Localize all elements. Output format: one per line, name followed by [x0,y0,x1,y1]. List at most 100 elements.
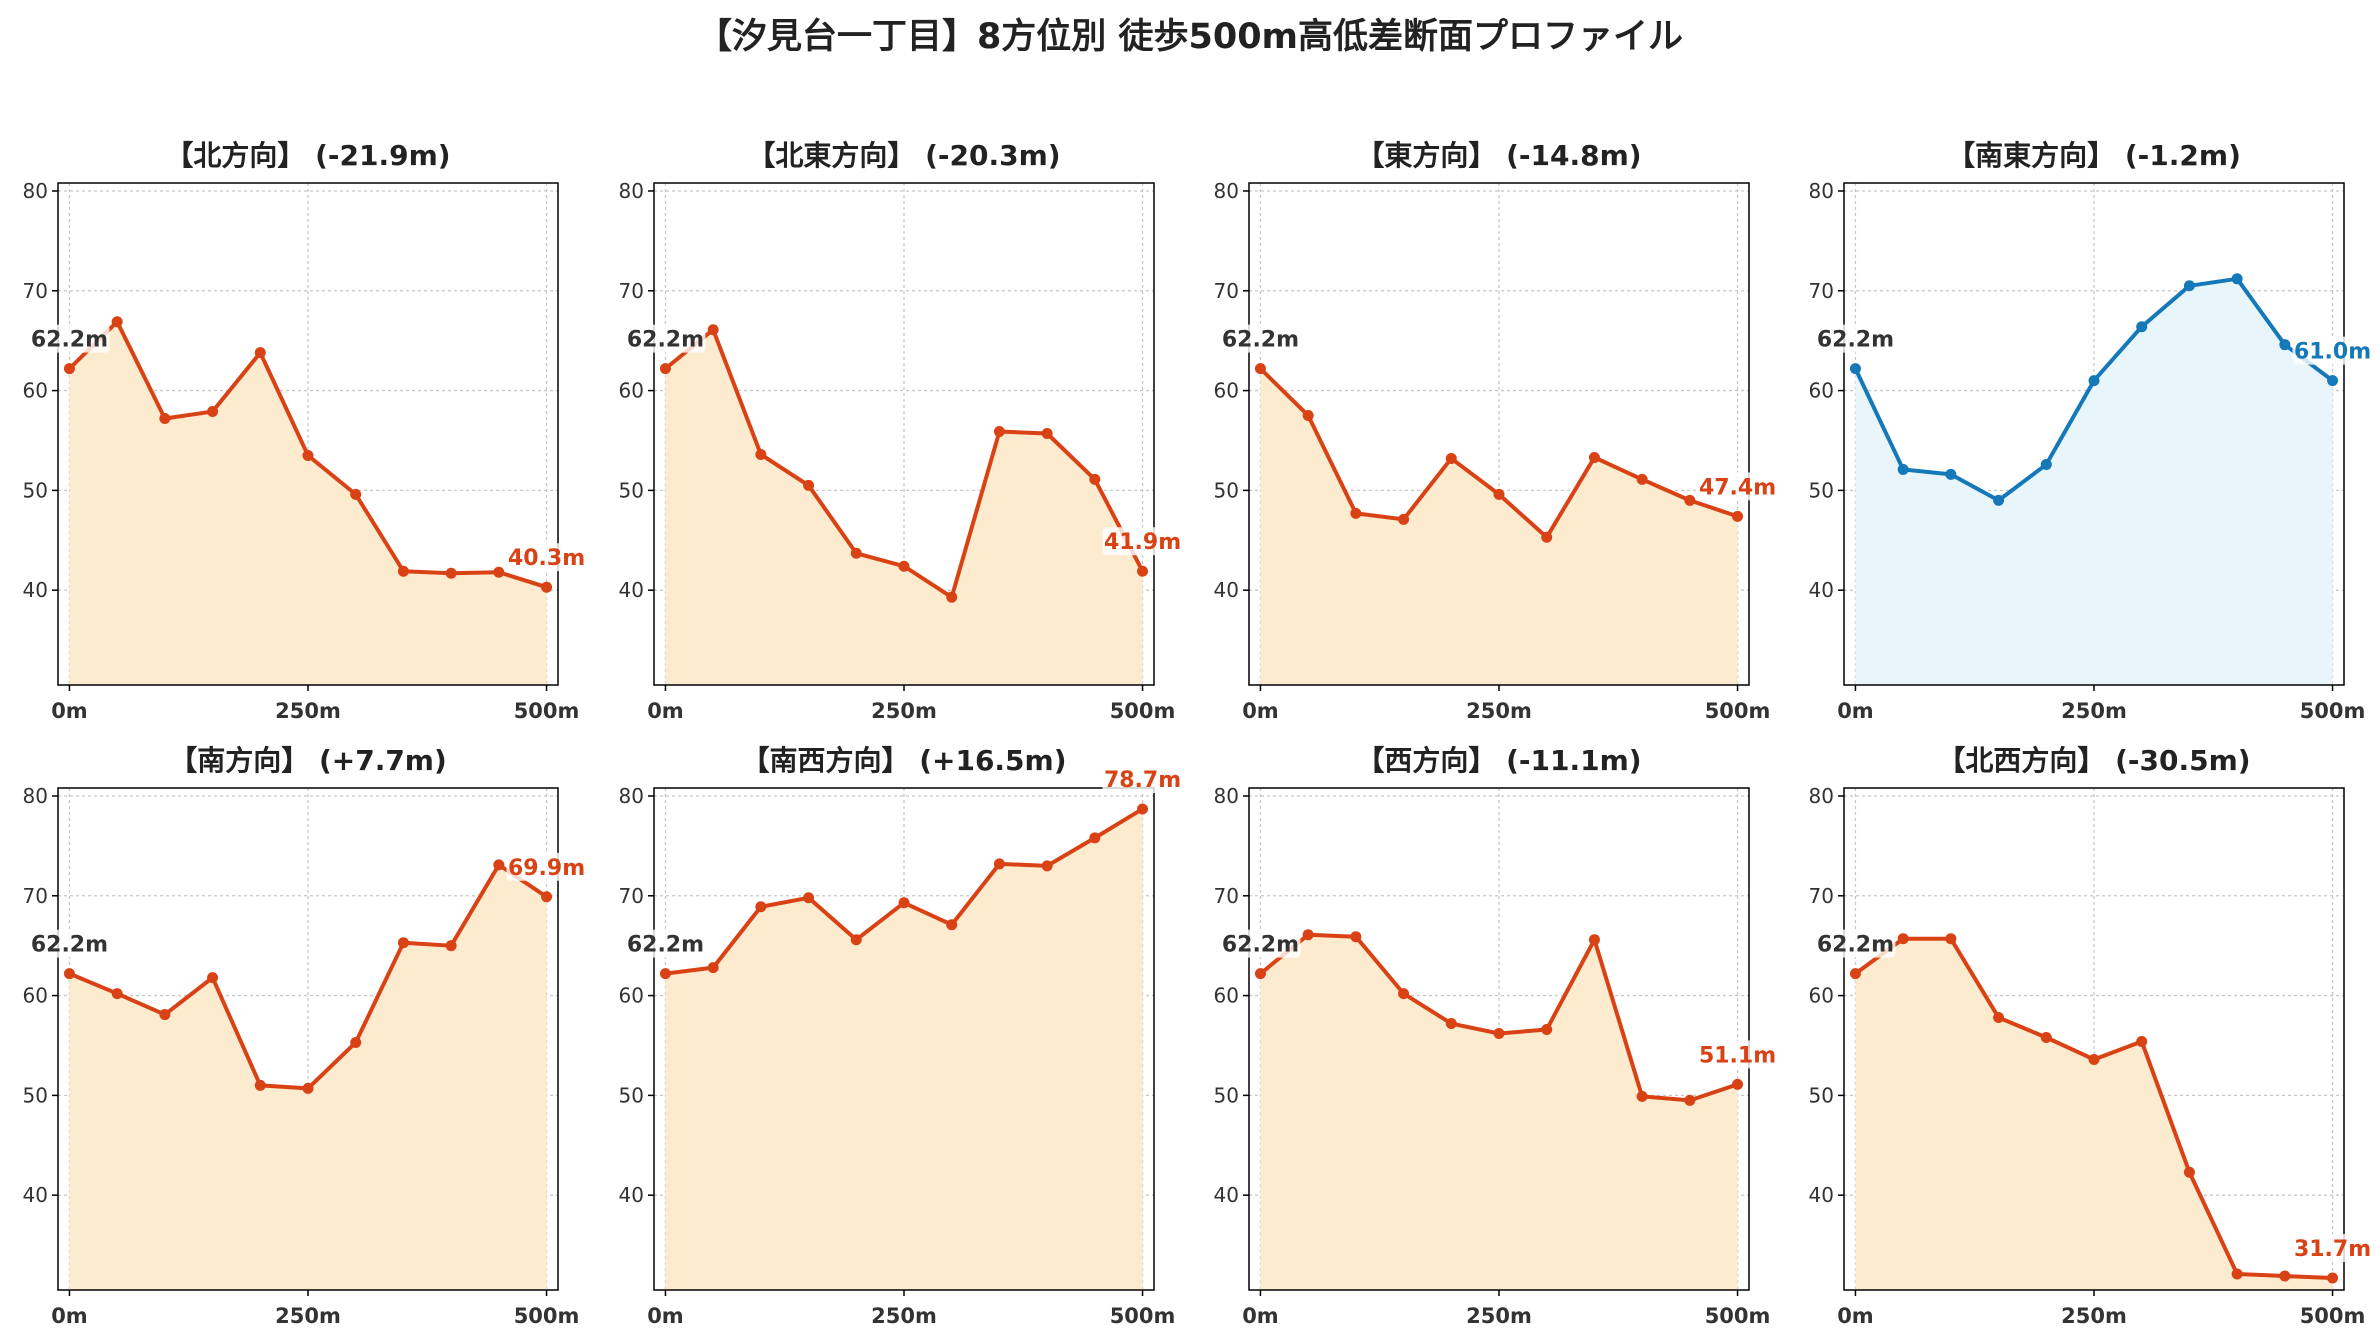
panel-3-point-3 [1993,494,2005,506]
panel-0-ytick-label-1: 50 [23,478,48,502]
panel-0-point-5 [302,449,314,461]
panel-5-xtick-label-2: 500m [1110,1304,1176,1328]
panel-7-xtick-label-1: 250m [2061,1304,2127,1328]
panel-1-point-8 [1041,428,1053,440]
panel-0-point-2 [159,413,171,425]
panel-5-xtick-label-1: 250m [871,1304,937,1328]
panel-3-ytick-label-0: 40 [1809,578,1834,602]
panel-3-point-8 [2231,273,2243,285]
panel-5-point-6 [946,919,958,931]
panel-2-point-0 [1254,363,1266,375]
panel-2-axes-frame [1248,182,1750,686]
panel-5-point-0 [659,968,671,980]
panel-2-point-1 [1302,410,1314,422]
panel-1-ytick-label-2: 60 [619,379,644,403]
panel-1-ytick-label-4: 80 [619,179,644,203]
panel-6-point-3 [1398,988,1410,1000]
panel-2-xtick-label-1: 250m [1466,699,1532,723]
panel-3-xtick-label-2: 500m [2300,699,2366,723]
panel-2-xtick-label-0: 0m [1242,699,1279,723]
panel-5-ytick-label-4: 80 [619,784,644,808]
panel-0-series-line [68,319,548,590]
panel-1-title: 【北東方向】 (-20.3m) [747,139,1060,172]
panel-6-xtick-label-0: 0m [1242,1304,1279,1328]
panel-7-series-line [1854,936,2333,1281]
panel-7-ytick-label-0: 40 [1809,1183,1834,1207]
panel-6-point-8 [1636,1090,1648,1102]
panel-6-ytick-label-2: 60 [1214,984,1239,1008]
panel-4-axes-frame [57,787,559,1291]
panel-5-point-5 [898,897,910,909]
panel-7-point-5 [2088,1053,2100,1065]
panel-7-end-label-bg [2292,1234,2373,1263]
panel-4-xtick-label-0: 0m [51,1304,88,1328]
panel-7-xtick-label-2: 500m [2300,1304,2366,1328]
panel-1-ytick-label-0: 40 [619,578,644,602]
panel-4-start-label: 62.2m [31,933,108,958]
panel-4-ytick-label-4: 80 [23,784,48,808]
panel-7-point-8 [2231,1268,2243,1280]
panel-7-start-label-bg [1815,929,1896,958]
panel-4-point-5 [302,1082,314,1094]
panel-3-end-label: 61.0m [2294,340,2371,365]
panel-1-point-2 [755,448,767,460]
panel-0-area [69,321,547,685]
panel-5-end-label: 78.7m [1104,768,1181,793]
panel-0-point-9 [493,566,505,578]
panel-7-ytick-label-1: 50 [1809,1083,1834,1107]
panel-0-point-3 [207,406,219,418]
panel-7-ytick-label-4: 80 [1809,784,1834,808]
panel-5-point-8 [1041,860,1053,872]
panel-5-point-3 [803,892,815,904]
panel-5-end-label-bg [1102,764,1183,793]
panel-0-start-label-bg [29,324,110,353]
panel-6-point-2 [1350,931,1362,943]
panel-3-point-9 [2279,339,2291,351]
panel-2-series-line [1259,367,1739,540]
panel-3-point-0 [1849,363,1861,375]
panel-2-title: 【東方向】 (-14.8m) [1356,139,1641,172]
panel-4-ytick-label-0: 40 [23,1183,48,1207]
panel-6-axes-frame [1248,787,1750,1291]
panel-4-point-8 [445,940,457,952]
panel-3-point-10 [2327,375,2339,387]
panel-3-start-label: 62.2m [1817,328,1894,353]
panel-0-point-4 [254,347,266,359]
panel-0-end-label: 40.3m [508,546,585,571]
panel-3-point-7 [2183,280,2195,292]
panel-0-end-label-bg [506,543,587,572]
panel-6-area [1260,934,1738,1290]
panel-1-xtick-label-2: 500m [1110,699,1176,723]
panel-2-end-label-bg [1697,472,1778,501]
panel-1-end-label: 41.9m [1104,530,1181,555]
panel-3-point-4 [2040,458,2052,470]
panel-1-point-7 [993,426,1005,438]
panel-1-end-label-bg [1102,527,1183,556]
panel-7-end-label: 31.7m [2294,1237,2371,1262]
panel-6-xtick-label-1: 250m [1466,1304,1532,1328]
panel-7-ytick-label-2: 60 [1809,984,1834,1008]
panel-0-point-8 [445,567,457,579]
panel-0-point-10 [541,581,553,593]
panel-6-point-6 [1541,1024,1553,1036]
panel-5-start-label: 62.2m [627,933,704,958]
panel-0-axes-frame [57,182,559,686]
panel-2-point-5 [1493,488,1505,500]
panel-6-point-5 [1493,1028,1505,1040]
panel-2-point-4 [1445,452,1457,464]
panel-6-point-7 [1588,934,1600,946]
panel-6-point-4 [1445,1018,1457,1030]
panel-3-xtick-label-1: 250m [2061,699,2127,723]
panel-4-end-label-bg [506,852,587,881]
panel-7-point-3 [1993,1012,2005,1024]
panel-1-ytick-label-3: 70 [619,279,644,303]
panel-2-start-label-bg [1220,324,1301,353]
panel-1-point-3 [803,479,815,491]
panel-5-ytick-label-3: 70 [619,884,644,908]
figure-title: 【汐見台一丁目】8方位別 徒歩500m高低差断面プロファイル [696,17,1684,57]
panel-5-point-1 [707,962,719,974]
panel-0-xtick-label-2: 500m [514,699,580,723]
panel-7-point-10 [2327,1272,2339,1284]
